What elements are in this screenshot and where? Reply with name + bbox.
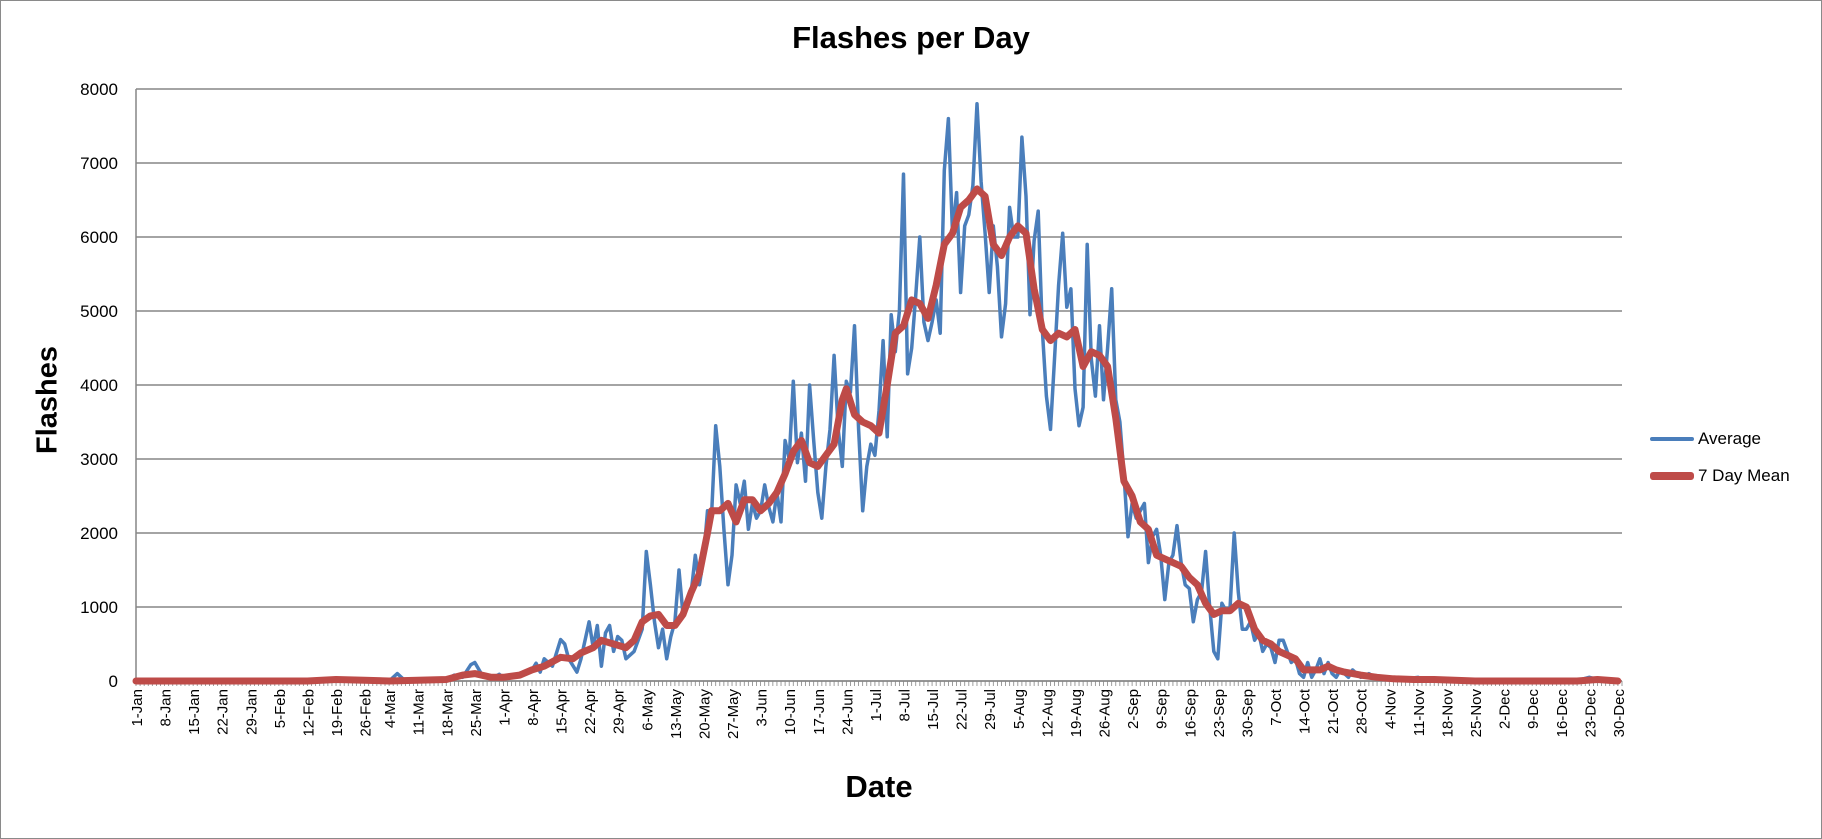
legend-label-7-day-mean: 7 Day Mean [1698,465,1790,485]
x-tick-label: 29-Jul [982,689,999,730]
x-tick-label: 5-Aug [1011,689,1028,729]
x-tick-label: 7-Oct [1268,688,1285,726]
x-tick-label: 26-Aug [1097,689,1114,737]
chart-title: Flashes per Day [792,20,1030,55]
y-tick-label: 0 [109,672,118,691]
x-tick-label: 1-Apr [496,689,513,726]
x-tick-label: 8-Jul [896,689,913,722]
x-tick-label: 25-Mar [468,689,485,737]
legend-swatch-average [1650,436,1694,441]
y-tick-label: 7000 [80,154,118,173]
x-tick-label: 13-May [668,689,685,740]
x-tick-label: 2-Dec [1497,689,1514,730]
x-tick-label: 17-Jun [811,689,828,735]
x-tick-label: 4-Nov [1382,689,1399,730]
x-tick-label: 29-Jan [243,689,260,735]
x-tick-label: 3-Jun [754,689,771,727]
x-tick-label: 12-Feb [300,689,317,737]
x-tick-label: 18-Mar [439,689,456,737]
x-tick-label: 22-Jul [954,689,971,730]
x-tick-label: 11-Nov [1411,689,1428,737]
legend-item-average: Average [1650,420,1790,457]
x-tick-label: 9-Sep [1154,689,1171,729]
x-tick-label: 12-Aug [1039,689,1056,737]
x-tick-label: 18-Nov [1439,689,1456,738]
y-tick-label: 2000 [80,524,118,543]
x-tick-label: 15-Jul [925,689,942,730]
x-tick-label: 8-Apr [525,689,542,726]
x-tick-label: 14-Oct [1297,688,1314,734]
x-tick-label: 24-Jun [839,689,856,735]
x-tick-label: 23-Sep [1211,689,1228,737]
x-tick-label: 2-Sep [1125,689,1142,729]
x-tick-label: 16-Sep [1182,689,1199,737]
x-tick-label: 15-Apr [554,689,571,734]
x-tick-label: 9-Dec [1525,689,1542,730]
x-tick-label: 16-Dec [1554,689,1571,738]
x-tick-label: 28-Oct [1354,688,1371,734]
y-tick-label: 5000 [80,302,118,321]
x-tick-label: 19-Feb [329,689,346,737]
x-tick-label: 10-Jun [782,689,799,735]
series-line-7-day-mean [132,185,1622,685]
x-tick-label: 26-Feb [358,689,375,737]
y-tick-label: 4000 [80,376,118,395]
series-line-average [134,102,1620,683]
y-tick-label: 3000 [80,450,118,469]
y-tick-label: 6000 [80,228,118,247]
legend-label-average: Average [1698,428,1762,448]
x-tick-label: 22-Apr [582,689,599,734]
x-tick-label: 23-Dec [1582,689,1599,738]
x-tick-label: 25-Nov [1468,689,1485,738]
x-tick-label: 27-May [725,689,742,740]
x-tick-label: 21-Oct [1325,688,1342,734]
x-tick-label: 30-Dec [1611,689,1628,738]
x-tick-label: 30-Sep [1239,689,1256,737]
x-tick-label: 8-Jan [158,689,175,727]
x-tick-label: 11-Mar [411,689,428,735]
x-tick-label: 15-Jan [186,689,203,735]
x-tick-label: 29-Apr [611,689,628,734]
x-tick-label: 6-May [639,689,656,731]
x-tick-label: 19-Aug [1068,689,1085,737]
legend: Average 7 Day Mean [1650,420,1790,494]
x-tick-label: 1-Jan [129,689,146,727]
x-axis-label: Date [845,769,913,804]
y-tick-label: 1000 [80,598,118,617]
legend-item-7-day-mean: 7 Day Mean [1650,457,1790,494]
legend-swatch-7-day-mean [1650,471,1694,480]
x-tick-label: 1-Jul [868,689,885,722]
x-tick-label: 20-May [696,689,713,740]
y-tick-label: 8000 [80,80,118,99]
x-tick-label: 22-Jan [215,689,232,735]
x-tick-label: 4-Mar [382,689,399,728]
x-tick-label: 5-Feb [272,689,289,728]
